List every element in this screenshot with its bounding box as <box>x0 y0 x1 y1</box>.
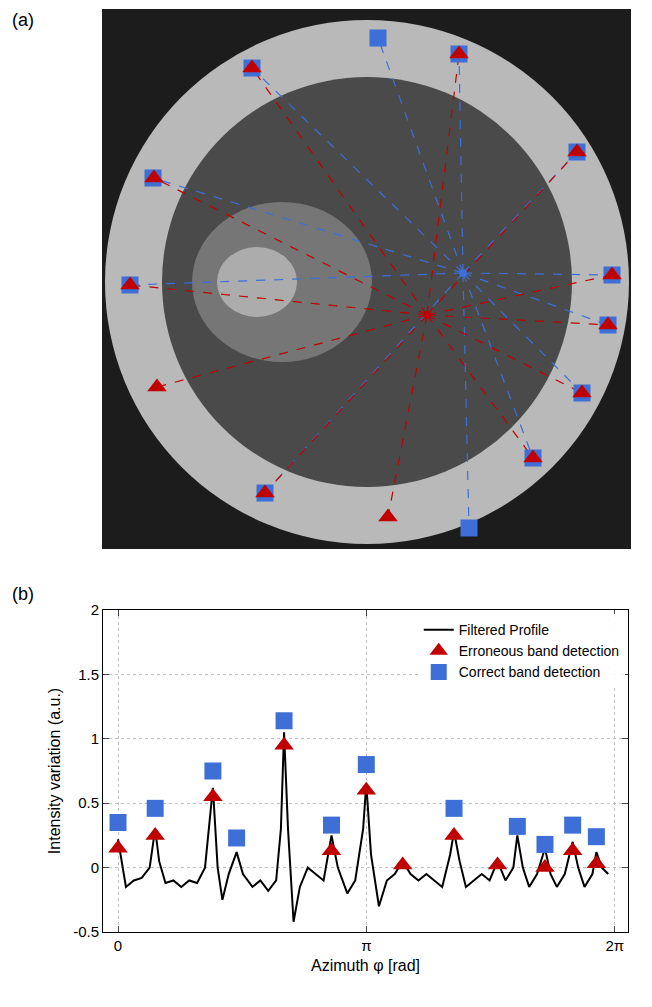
svg-text:0.5: 0.5 <box>78 794 99 811</box>
svg-text:Correct band detection: Correct band detection <box>459 664 601 680</box>
svg-text:-0.5: -0.5 <box>73 923 99 940</box>
svg-text:Filtered Profile: Filtered Profile <box>459 622 549 638</box>
svg-text:1: 1 <box>91 730 99 747</box>
svg-text:0: 0 <box>114 937 122 954</box>
svg-text:Intensity variation (a.u.): Intensity variation (a.u.) <box>46 688 63 854</box>
svg-text:Erroneous band detection: Erroneous band detection <box>459 643 619 659</box>
svg-text:π: π <box>361 937 371 954</box>
svg-text:2π: 2π <box>605 937 624 954</box>
svg-text:2: 2 <box>91 601 99 618</box>
svg-text:1.5: 1.5 <box>78 666 99 683</box>
svg-text:Azimuth φ [rad]: Azimuth φ [rad] <box>311 957 420 974</box>
svg-text:(b): (b) <box>12 584 34 604</box>
svg-text:0: 0 <box>91 859 99 876</box>
svg-text:(a): (a) <box>12 10 34 30</box>
